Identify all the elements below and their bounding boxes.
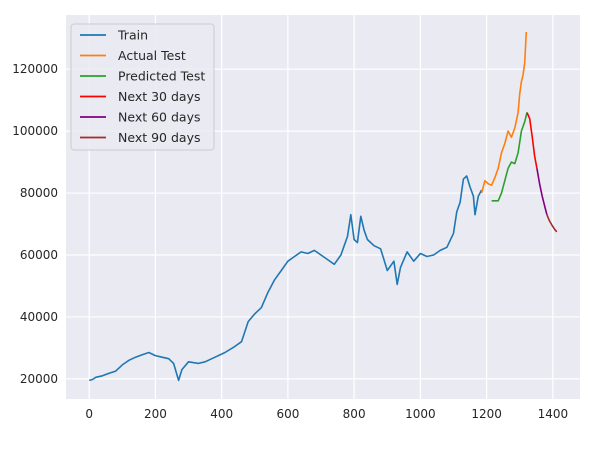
y-axis: 20000 40000 60000 80000 100000 120000 — [12, 62, 58, 386]
series-line-next-60-days — [536, 168, 548, 215]
x-tick-label: 600 — [276, 407, 299, 421]
legend: Train Actual Test Predicted Test Next 30 da… — [70, 23, 215, 151]
x-tick-label: 1400 — [538, 407, 569, 421]
y-tick-label: 60000 — [20, 248, 58, 262]
y-tick-label: 100000 — [12, 124, 58, 138]
y-tick-label: 80000 — [20, 186, 58, 200]
series-line-next-30-days — [526, 112, 538, 169]
x-axis: 0 200 400 600 800 1000 1200 1400 — [85, 407, 568, 421]
legend-label-actual-test: Actual Test — [118, 48, 186, 63]
x-tick-label: 200 — [144, 407, 167, 421]
legend-label-next-30-days: Next 30 days — [118, 89, 200, 104]
legend-label-next-60-days: Next 60 days — [118, 110, 200, 125]
grid — [66, 15, 580, 399]
x-tick-label: 800 — [343, 407, 366, 421]
series-lines — [88, 31, 558, 382]
series-line-train — [88, 175, 483, 382]
x-tick-label: 400 — [210, 407, 233, 421]
legend-box — [70, 23, 215, 151]
legend-label-next-90-days: Next 90 days — [118, 130, 200, 145]
x-tick-label: 0 — [85, 407, 93, 421]
series-line-next-90-days — [546, 214, 558, 233]
series-line-predicted-test — [491, 112, 528, 202]
x-tick-label: 1000 — [405, 407, 436, 421]
legend-label-train: Train — [117, 28, 148, 43]
y-tick-label: 40000 — [20, 310, 58, 324]
legend-label-predicted-test: Predicted Test — [118, 69, 205, 84]
x-tick-label: 1200 — [471, 407, 502, 421]
y-tick-label: 20000 — [20, 372, 58, 386]
series-line-actual-test — [480, 31, 528, 194]
y-tick-label: 120000 — [12, 62, 58, 76]
